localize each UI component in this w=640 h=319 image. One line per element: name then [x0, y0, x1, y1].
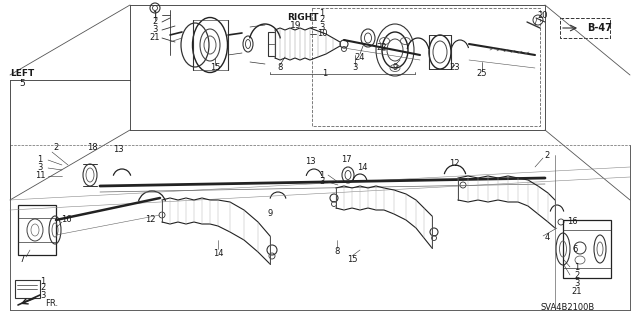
Text: 4: 4	[545, 234, 550, 242]
Text: 19: 19	[291, 21, 301, 31]
Bar	[268, 32, 275, 56]
Text: 24: 24	[355, 53, 365, 62]
Text: 1: 1	[40, 277, 45, 286]
Text: 9: 9	[392, 63, 397, 72]
Text: 21: 21	[150, 33, 160, 42]
Text: 2: 2	[545, 151, 550, 160]
Bar	[312, 8, 540, 126]
Bar	[15, 280, 40, 298]
Text: 3: 3	[40, 291, 45, 300]
Text: 3: 3	[37, 164, 43, 173]
Text: 3: 3	[319, 23, 324, 32]
Text: 22: 22	[377, 42, 387, 51]
Text: 10: 10	[317, 29, 327, 39]
Text: 1: 1	[37, 155, 43, 165]
Text: 15: 15	[210, 63, 220, 72]
Text: 9: 9	[268, 209, 273, 218]
Text: 18: 18	[86, 144, 97, 152]
Text: 1: 1	[319, 170, 324, 180]
Text: LEFT: LEFT	[10, 70, 34, 78]
Text: 13: 13	[305, 158, 316, 167]
Text: 3: 3	[152, 26, 157, 34]
Text: 8: 8	[334, 248, 340, 256]
Text: FR.: FR.	[45, 299, 59, 308]
Text: 16: 16	[61, 216, 71, 225]
Bar	[18, 205, 56, 255]
Text: 1: 1	[152, 11, 157, 19]
Text: 3: 3	[574, 278, 580, 287]
Text: 12: 12	[145, 216, 156, 225]
Text: 2: 2	[53, 144, 59, 152]
Text: 17: 17	[340, 155, 351, 165]
Text: 11: 11	[35, 172, 45, 181]
Text: B-47: B-47	[588, 23, 612, 33]
Text: 14: 14	[212, 249, 223, 257]
Text: 2: 2	[40, 284, 45, 293]
Text: 16: 16	[566, 218, 577, 226]
Text: 8: 8	[277, 63, 283, 72]
Text: 2: 2	[319, 16, 324, 25]
Text: SVA4B2100B: SVA4B2100B	[541, 303, 595, 313]
Text: 2: 2	[574, 271, 580, 279]
Text: 13: 13	[113, 145, 124, 154]
Text: 7: 7	[19, 256, 25, 264]
Text: 1: 1	[319, 9, 324, 18]
Text: 25: 25	[477, 69, 487, 78]
Text: 5: 5	[19, 78, 25, 87]
Text: 6: 6	[572, 246, 577, 255]
Text: 14: 14	[356, 164, 367, 173]
Text: 1: 1	[323, 70, 328, 78]
Text: 2: 2	[152, 18, 157, 26]
Bar	[560, 18, 610, 38]
Text: 3: 3	[319, 177, 324, 187]
Bar	[563, 220, 611, 278]
Text: 15: 15	[347, 256, 357, 264]
Text: 20: 20	[538, 11, 548, 19]
Text: 23: 23	[450, 63, 460, 71]
Text: RIGHT: RIGHT	[287, 12, 319, 21]
Text: 1: 1	[574, 263, 580, 271]
Text: 21: 21	[572, 286, 582, 295]
Text: 12: 12	[449, 159, 460, 167]
Text: 3: 3	[352, 63, 358, 72]
